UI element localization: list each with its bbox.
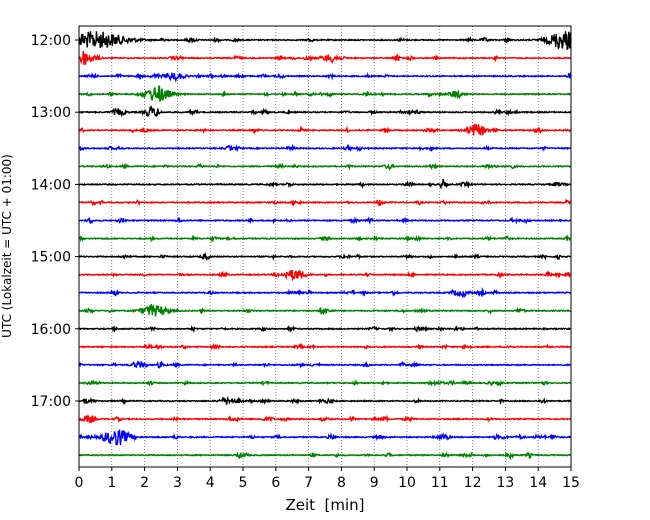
y-tick-label: 13:00 (31, 105, 71, 121)
seismogram-trace-1430 (78, 216, 572, 225)
x-tick-label: 15 (562, 475, 580, 491)
x-tick-label: 11 (431, 475, 449, 491)
seismogram-trace-1315 (78, 123, 572, 137)
y-axis-label: UTC (Lokalzeit = UTC + 01:00) (0, 154, 14, 338)
seismogram-trace-1730 (78, 429, 572, 446)
x-tick-label: 4 (206, 475, 215, 491)
seismogram-trace-1645 (78, 379, 572, 387)
x-tick-label: 10 (398, 475, 416, 491)
y-tick-label: 17:00 (31, 394, 71, 410)
seismogram-trace-1200 (78, 31, 572, 51)
seismogram-trace-1600 (78, 324, 572, 334)
x-tick-label: 13 (496, 475, 514, 491)
plot-frame (78, 25, 572, 468)
seismogram-trace-1445 (78, 234, 572, 243)
seismogram-trace-1700 (78, 395, 572, 406)
x-tick-label: 6 (271, 475, 280, 491)
seismogram-trace-1530 (78, 286, 572, 299)
seismogram-trace-1215 (78, 50, 572, 66)
y-axis-ticks: 12:00 13:00 14:00 15:00 16:00 17:00 (31, 33, 79, 410)
x-tick-label: 3 (173, 475, 182, 491)
x-tick-label: 8 (337, 475, 346, 491)
seismogram-trace-1630 (78, 360, 572, 369)
y-tick-label: 15:00 (31, 250, 71, 266)
x-axis-label: Zeit [min] (285, 496, 364, 514)
seismogram-trace-1415 (78, 198, 572, 207)
seismogram-trace-1715 (78, 414, 572, 423)
y-tick-label: 14:00 (31, 177, 71, 193)
seismogram-trace-1330 (78, 143, 572, 153)
seismogram-trace-1230 (78, 71, 572, 84)
y-tick-label: 16:00 (31, 322, 71, 338)
x-tick-label: 9 (370, 475, 379, 491)
x-tick-label: 1 (107, 475, 116, 491)
x-tick-label: 2 (140, 475, 149, 491)
x-tick-label: 7 (304, 475, 313, 491)
x-tick-label: 0 (75, 475, 84, 491)
seismogram-trace-1300 (78, 104, 572, 118)
seismogram-trace-1515 (78, 269, 572, 282)
seismogram-trace-1345 (78, 162, 572, 172)
y-tick-label: 12:00 (31, 33, 71, 49)
x-tick-label: 5 (239, 475, 248, 491)
seismogram-trace-1615 (79, 342, 572, 351)
seismogram-trace-1245 (78, 85, 572, 102)
seismogram-trace-1500 (78, 251, 572, 261)
x-tick-label: 12 (464, 475, 482, 491)
x-tick-label: 14 (529, 475, 547, 491)
x-axis-ticks: 0 1 2 3 4 5 6 7 8 9 10 11 12 13 14 15 (75, 467, 580, 491)
seismogram-trace-1745 (78, 451, 572, 461)
seismogram-traces (78, 31, 572, 461)
seismogram-trace-1545 (78, 303, 572, 317)
seismogram-trace-1400 (78, 178, 572, 190)
